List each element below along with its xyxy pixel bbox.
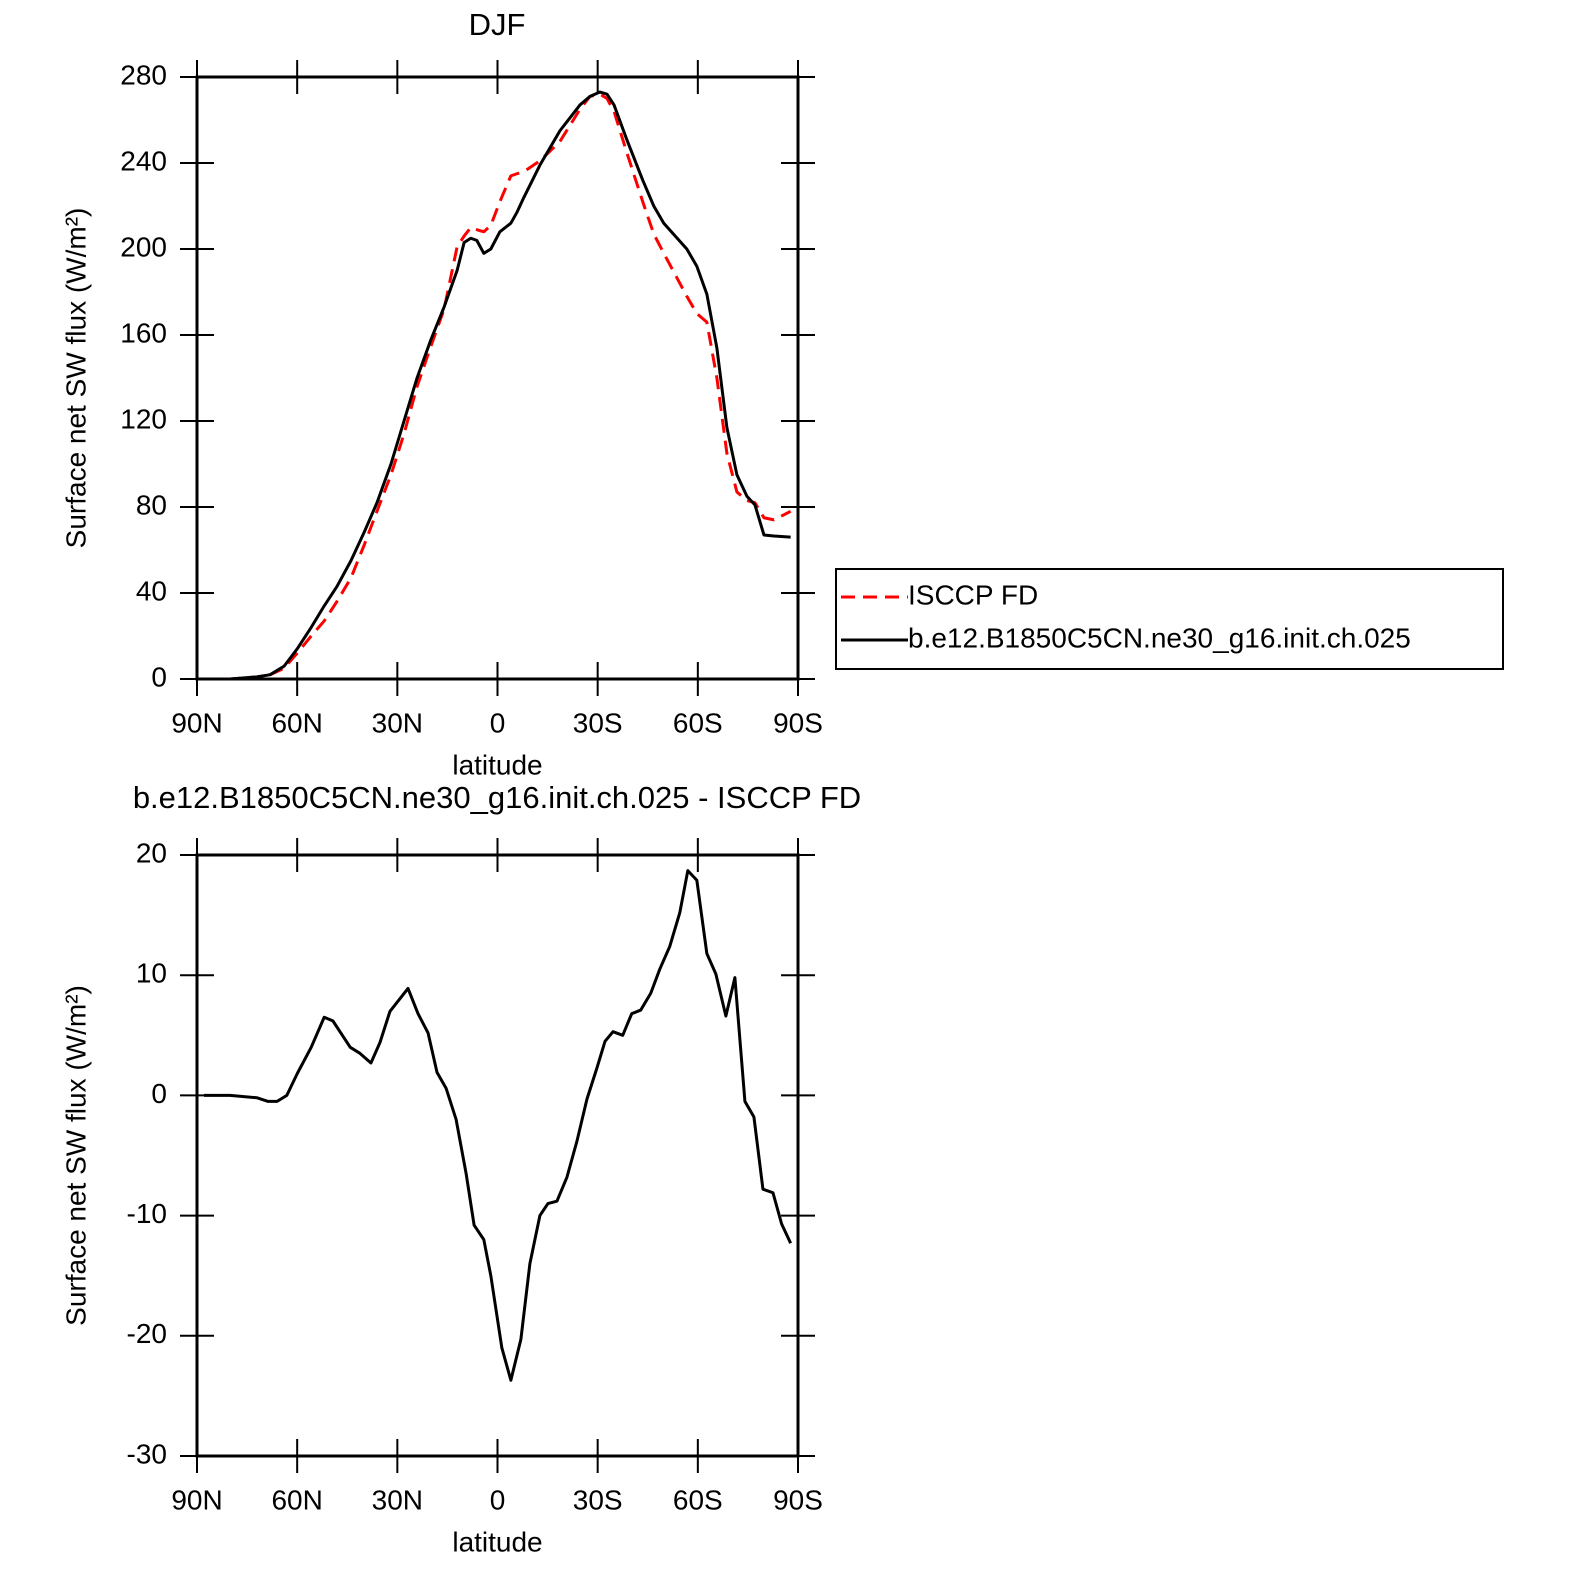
plot-frame (195, 75, 800, 681)
y-tick-label: -10 (127, 1198, 167, 1229)
data-line (204, 92, 792, 679)
x-tick-label: 60S (673, 707, 723, 738)
y-tick-label: 40 (136, 575, 167, 606)
y-tick-label: 20 (136, 837, 167, 868)
y-tick-label: -30 (127, 1438, 167, 1469)
y-tick-label: 160 (120, 317, 167, 348)
y-tick-label: -20 (127, 1318, 167, 1349)
data-line (204, 90, 791, 679)
x-tick-label: 60N (271, 1484, 322, 1515)
chart-title: b.e12.B1850C5CN.ne30_g16.init.ch.025 - I… (133, 780, 861, 815)
plot-frame (195, 853, 800, 1458)
y-tick-label: 120 (120, 403, 167, 434)
y-tick-label: 0 (151, 661, 167, 692)
x-tick-label: 0 (490, 707, 506, 738)
y-tick-label: 200 (120, 231, 167, 262)
y-axis-label: Surface net SW flux (W/m²) (60, 208, 91, 549)
x-axis-label: latitude (452, 749, 542, 780)
y-tick-label: 0 (151, 1078, 167, 1109)
data-line (204, 869, 793, 1382)
x-tick-label: 30N (372, 707, 423, 738)
x-tick-label: 0 (490, 1484, 506, 1515)
x-tick-label: 90S (773, 707, 823, 738)
x-tick-label: 90N (171, 707, 222, 738)
x-tick-label: 90S (773, 1484, 823, 1515)
chart-title: DJF (469, 7, 526, 42)
y-axis-label: Surface net SW flux (W/m²) (60, 985, 91, 1326)
y-tick-label: 240 (120, 145, 167, 176)
legend-label: ISCCP FD (908, 579, 1038, 610)
y-tick-label: 10 (136, 958, 167, 989)
y-tick-label: 80 (136, 489, 167, 520)
x-tick-label: 90N (171, 1484, 222, 1515)
x-tick-label: 30S (573, 707, 623, 738)
x-tick-label: 60N (271, 707, 322, 738)
legend-label: b.e12.B1850C5CN.ne30_g16.init.ch.025 (908, 622, 1411, 653)
x-tick-label: 30N (372, 1484, 423, 1515)
x-tick-label: 60S (673, 1484, 723, 1515)
legend-box (835, 568, 1504, 670)
x-axis-label: latitude (452, 1526, 542, 1557)
y-tick-label: 280 (120, 59, 167, 90)
x-tick-label: 30S (573, 1484, 623, 1515)
